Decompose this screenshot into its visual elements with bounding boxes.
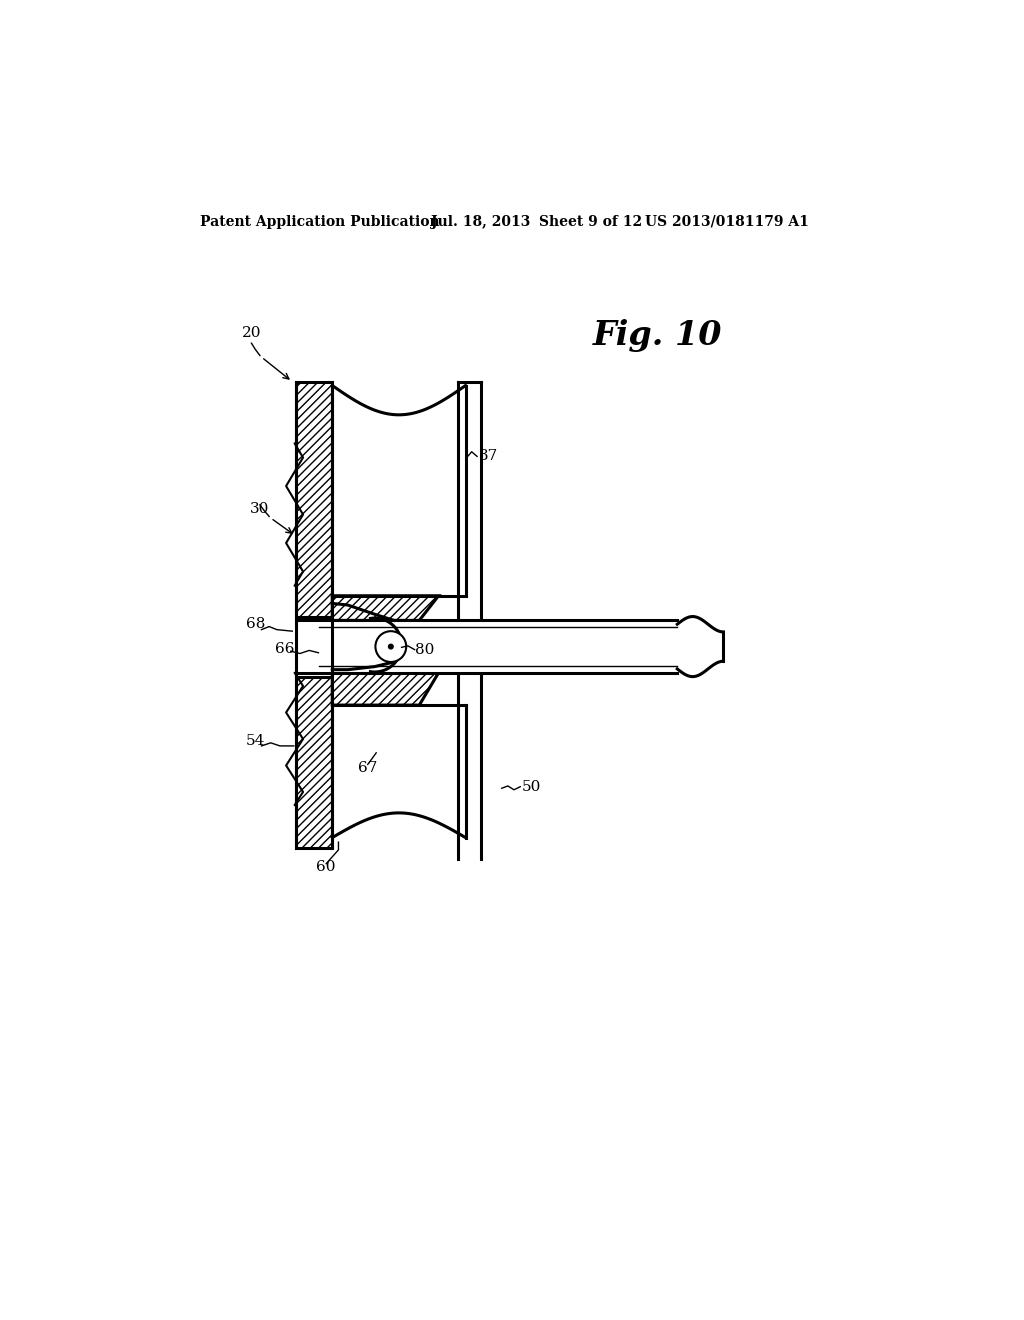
Text: 50: 50 xyxy=(521,780,541,795)
Polygon shape xyxy=(333,673,438,705)
Text: US 2013/0181179 A1: US 2013/0181179 A1 xyxy=(645,215,809,228)
Text: 68: 68 xyxy=(246,618,265,631)
Text: 30: 30 xyxy=(250,502,269,516)
Polygon shape xyxy=(333,705,466,838)
Text: 20: 20 xyxy=(242,326,261,341)
Bar xyxy=(296,677,333,847)
Text: 37: 37 xyxy=(478,449,498,463)
Text: 67: 67 xyxy=(358,762,378,775)
Bar xyxy=(296,381,333,616)
Text: Patent Application Publication: Patent Application Publication xyxy=(200,215,439,228)
Bar xyxy=(296,620,677,673)
Text: Sheet 9 of 12: Sheet 9 of 12 xyxy=(539,215,642,228)
Bar xyxy=(458,381,481,859)
Text: 60: 60 xyxy=(316,861,336,874)
Circle shape xyxy=(376,631,407,663)
Text: 66: 66 xyxy=(274,642,294,656)
Polygon shape xyxy=(333,385,466,595)
Text: 54: 54 xyxy=(246,734,265,748)
Text: Fig. 10: Fig. 10 xyxy=(593,319,723,352)
Text: Jul. 18, 2013: Jul. 18, 2013 xyxy=(431,215,530,228)
Text: 80: 80 xyxy=(416,643,435,656)
Polygon shape xyxy=(333,595,438,620)
Circle shape xyxy=(388,644,393,649)
